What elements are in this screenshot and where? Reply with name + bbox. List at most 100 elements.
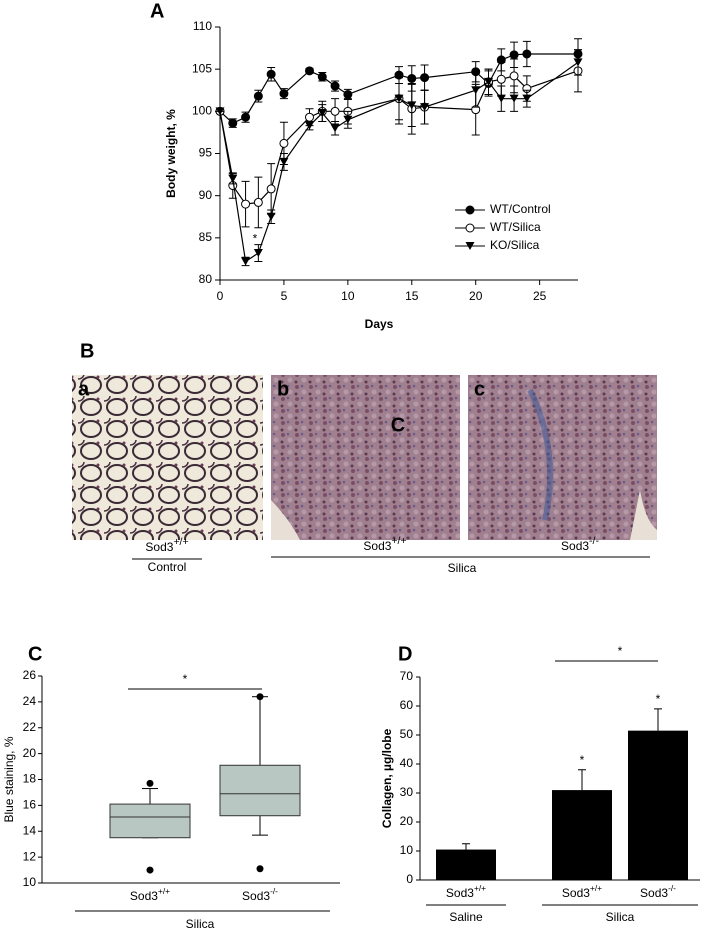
error-bar xyxy=(462,843,470,850)
y-tick-label: 95 xyxy=(199,146,213,160)
legend-label: WT/Silica xyxy=(490,220,541,234)
image-label: c xyxy=(474,378,485,400)
marker xyxy=(317,72,327,82)
y-tick-label: 12 xyxy=(23,849,37,863)
genotype-sup: +/+ xyxy=(173,536,188,548)
genotype-base: Sod3 xyxy=(145,540,173,554)
outlier xyxy=(146,866,154,874)
y-tick-label: 16 xyxy=(23,798,37,812)
marker xyxy=(343,89,353,99)
comparison-label: * xyxy=(183,672,188,686)
y-tick-label: 30 xyxy=(400,785,414,799)
outlier xyxy=(256,693,264,701)
marker xyxy=(496,94,506,103)
group-label: Silica xyxy=(186,917,215,931)
x-tick-label: 5 xyxy=(281,289,288,303)
marker xyxy=(509,50,519,60)
outlier xyxy=(256,865,264,873)
marker xyxy=(241,112,251,122)
genotype-base: Sod3 xyxy=(363,539,391,553)
outlier xyxy=(146,779,154,787)
panel-label: A xyxy=(150,0,164,22)
marker xyxy=(471,86,481,95)
marker xyxy=(484,77,493,86)
marker xyxy=(279,89,289,99)
marker xyxy=(522,94,532,103)
y-tick-label: 10 xyxy=(23,875,37,889)
treatment-label: Silica xyxy=(448,561,477,575)
marker xyxy=(279,138,289,148)
staining xyxy=(527,388,553,521)
y-tick-label: 20 xyxy=(400,814,414,828)
y-tick-label: 22 xyxy=(23,720,37,734)
marker xyxy=(407,101,417,110)
genotype-base: Sod3 xyxy=(130,889,158,903)
y-tick-label: 26 xyxy=(23,668,37,682)
box xyxy=(109,803,191,839)
marker xyxy=(330,124,340,133)
x-tick-label: 0 xyxy=(217,289,224,303)
marker xyxy=(266,184,276,194)
y-tick-label: 40 xyxy=(400,756,414,770)
y-axis-label: Body weight, % xyxy=(164,109,178,198)
legend-label: WT/Control xyxy=(490,202,551,216)
genotype-sup: +/+ xyxy=(474,883,486,893)
marker xyxy=(266,212,276,221)
error-bar xyxy=(578,769,586,791)
marker xyxy=(509,94,519,103)
x-tick-label: 10 xyxy=(341,289,355,303)
y-tick-label: 20 xyxy=(23,746,37,760)
airspace xyxy=(271,500,300,540)
genotype-sup: +/+ xyxy=(590,883,602,893)
y-axis-label: Collagen, µg/lobe xyxy=(380,728,394,828)
y-tick-label: 0 xyxy=(406,872,413,886)
marker xyxy=(317,109,327,118)
y-tick-label: 10 xyxy=(400,843,414,857)
marker xyxy=(420,73,430,83)
box xyxy=(219,764,301,817)
image-label: b xyxy=(277,378,289,400)
marker xyxy=(266,69,276,79)
marker xyxy=(394,94,404,103)
marker xyxy=(509,71,519,81)
genotype-label: Sod3+/+ xyxy=(145,536,188,554)
group-label: Saline xyxy=(449,910,483,924)
marker xyxy=(305,112,314,122)
marker xyxy=(496,74,506,84)
airspace xyxy=(630,490,657,540)
panel-b-images xyxy=(72,375,657,540)
marker xyxy=(253,197,263,207)
genotype-sup: -/- xyxy=(589,535,599,547)
marker xyxy=(465,223,475,233)
marker xyxy=(573,58,583,67)
genotype-label: Sod3-/- xyxy=(561,535,599,553)
panel-label: C xyxy=(28,643,42,665)
annotation: * xyxy=(253,232,258,246)
marker xyxy=(305,121,314,130)
y-tick-label: 50 xyxy=(400,727,414,741)
marker xyxy=(465,205,475,215)
marker xyxy=(215,107,225,116)
genotype-sup: -/- xyxy=(270,886,278,896)
marker xyxy=(241,257,251,266)
micrograph xyxy=(72,375,263,540)
value-annotation: * xyxy=(656,692,661,706)
treatment-label: Control xyxy=(148,560,187,574)
genotype-label: Sod3-/- xyxy=(242,886,278,903)
marker xyxy=(253,91,263,101)
bar xyxy=(552,790,612,880)
micrograph xyxy=(271,375,460,540)
marker xyxy=(407,73,417,83)
genotype-label: Sod3+/+ xyxy=(562,883,602,900)
y-tick-label: 60 xyxy=(400,698,414,712)
y-tick-label: 70 xyxy=(400,669,414,683)
series xyxy=(215,49,583,267)
marker xyxy=(279,157,289,166)
panel-label: B xyxy=(80,340,94,362)
panel-label: D xyxy=(398,643,412,665)
x-tick-label: 20 xyxy=(469,289,483,303)
genotype-base: Sod3 xyxy=(242,889,270,903)
genotype-sup: +/+ xyxy=(391,535,406,547)
genotype-label: Sod3+/+ xyxy=(363,535,406,553)
